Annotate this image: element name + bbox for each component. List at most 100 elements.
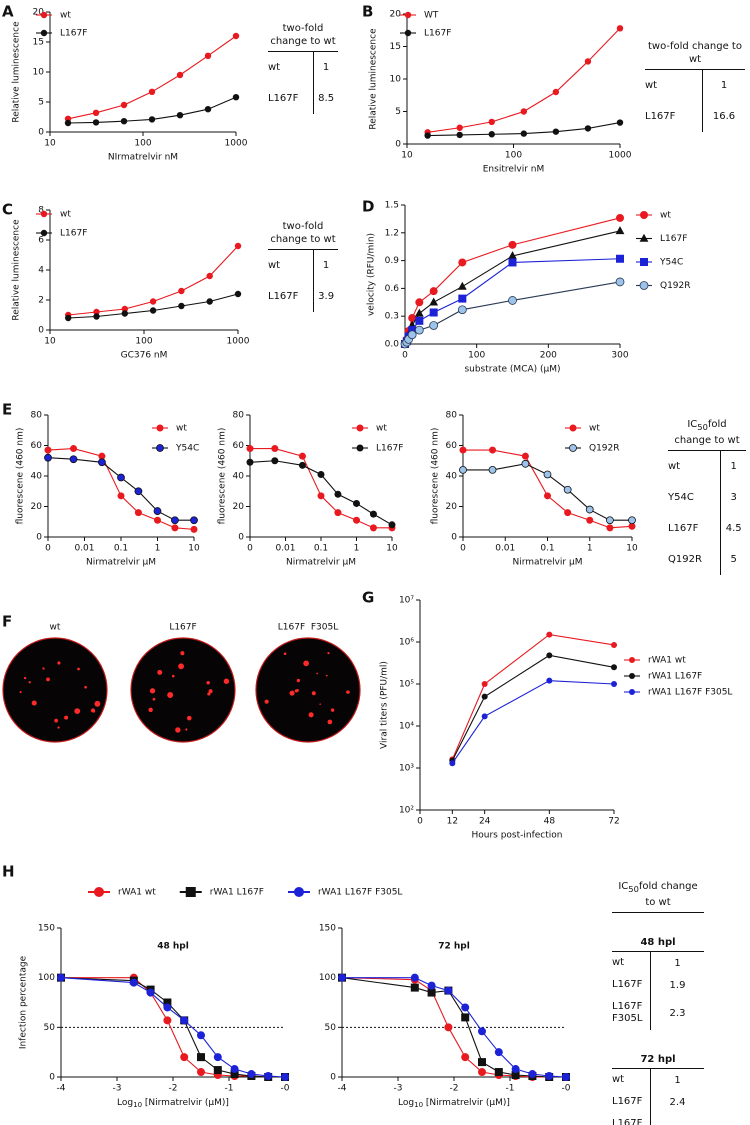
marker xyxy=(520,108,528,115)
marker xyxy=(410,983,419,992)
marker xyxy=(120,118,128,125)
x-axis-label: Hours post-infection xyxy=(471,831,562,841)
marker xyxy=(615,277,625,287)
x-tick-label: -4 xyxy=(338,1084,347,1094)
plaque xyxy=(289,690,295,696)
marker xyxy=(271,457,279,465)
x-tick-label: -1 xyxy=(225,1084,234,1094)
marker xyxy=(461,1013,470,1022)
marker xyxy=(171,516,179,525)
legend-marker xyxy=(629,657,635,663)
table-key: L167F xyxy=(668,523,699,534)
marker xyxy=(459,446,467,454)
y-axis-label: fluorescene (460 nm) xyxy=(431,428,441,525)
x-tick-label: 0 xyxy=(417,817,423,827)
marker xyxy=(616,254,624,263)
marker xyxy=(508,251,517,260)
x-axis-label-part: 10 xyxy=(414,1101,423,1109)
table-key: Y54C xyxy=(668,492,694,503)
table-value: 1 xyxy=(313,52,338,83)
y-tick-label: 50 xyxy=(44,1023,56,1033)
y-tick-label: 0.3 xyxy=(385,312,399,322)
table-value: 8.5 xyxy=(313,83,338,114)
plaque xyxy=(74,708,81,714)
plaque xyxy=(185,728,188,731)
marker xyxy=(546,631,553,638)
y-tick-label: 10³ xyxy=(399,764,414,774)
panel-letter: A xyxy=(2,3,14,21)
table-header: IC50fold change to wt xyxy=(612,880,704,913)
legend-marker xyxy=(40,29,48,37)
plaque xyxy=(330,708,335,712)
table-key: wt xyxy=(612,1074,625,1085)
marker xyxy=(69,455,78,464)
marker xyxy=(197,1068,205,1077)
marker xyxy=(611,664,617,671)
x-tick-label: -0 xyxy=(281,1084,290,1094)
legend-marker xyxy=(185,887,196,897)
marker xyxy=(271,445,279,453)
marker xyxy=(64,119,72,127)
x-axis-label-part: [Nirmatrelvir (μM)] xyxy=(423,1098,510,1108)
plaque-well xyxy=(130,637,236,743)
marker xyxy=(232,32,240,40)
marker xyxy=(93,313,100,320)
y-tick-label: 60 xyxy=(446,441,458,451)
marker xyxy=(232,94,240,101)
y-tick-label: 60 xyxy=(31,441,43,451)
y-axis-label: Relative luminescence xyxy=(369,28,379,130)
x-axis-label-part: [Nirmatrelvir (μM)] xyxy=(142,1098,229,1108)
legend-label: wt xyxy=(60,11,71,21)
marker xyxy=(163,1016,172,1025)
x-tick-label: 300 xyxy=(611,351,628,361)
marker xyxy=(178,287,185,295)
table-value: 16.6 xyxy=(702,101,745,132)
x-axis-label-part: 10 xyxy=(133,1101,142,1109)
fold-change-table: IC50fold change to wt wt 1 Y54C 3 L167F 4.5 Q19… xyxy=(668,418,746,575)
marker xyxy=(488,118,495,126)
y-tick-label: 40 xyxy=(31,472,43,482)
x-axis-label: NIrmatrelvir nM xyxy=(108,153,178,163)
y-tick-label: 20 xyxy=(446,502,458,512)
table-value: 1 xyxy=(313,250,338,281)
plaque xyxy=(54,718,59,723)
chart-title: 72 hpl xyxy=(438,942,470,952)
x-axis-label: substrate (MCA) (μM) xyxy=(464,365,560,375)
x-tick-label: 48 xyxy=(544,817,556,827)
x-tick-label: 0 xyxy=(460,544,466,554)
plaque xyxy=(152,697,156,701)
marker xyxy=(546,677,553,684)
legend-label: rWA1 L167F xyxy=(210,888,264,898)
legend-marker xyxy=(640,211,648,219)
marker xyxy=(65,314,72,322)
legend-label: rWA1 L167F F305L xyxy=(648,688,732,698)
y-tick-label: 0 xyxy=(238,533,244,543)
table-key: wt xyxy=(645,80,658,91)
marker xyxy=(616,25,624,32)
marker xyxy=(424,132,431,139)
x-tick-label: 0 xyxy=(402,351,408,361)
marker xyxy=(148,88,156,96)
y-tick-label: 5 xyxy=(395,107,401,117)
legend-marker xyxy=(40,210,48,218)
plaque xyxy=(148,707,153,713)
marker xyxy=(388,521,396,529)
marker xyxy=(213,1066,222,1075)
fold-change-table: IC50fold change to wt 48 hpl wt 1 L167F 1.9 L1… xyxy=(612,880,704,1125)
marker xyxy=(281,1073,289,1081)
y-tick-label: 10 xyxy=(33,68,45,78)
marker xyxy=(206,272,213,280)
x-tick-label: 1 xyxy=(155,544,161,554)
table-row: wt 1 xyxy=(612,952,704,974)
marker xyxy=(338,973,346,982)
table-header-part: fold change to wt xyxy=(638,881,698,908)
y-tick-label: 4 xyxy=(38,266,44,276)
marker xyxy=(615,226,625,235)
y-tick-label: 0 xyxy=(38,326,44,336)
x-tick-label: 0.01 xyxy=(275,544,295,554)
marker xyxy=(176,112,184,119)
table-key: L167F xyxy=(268,291,299,302)
x-tick-label: -1 xyxy=(506,1084,515,1094)
plaque-label: L167F xyxy=(169,623,196,633)
legend-marker xyxy=(156,444,164,452)
